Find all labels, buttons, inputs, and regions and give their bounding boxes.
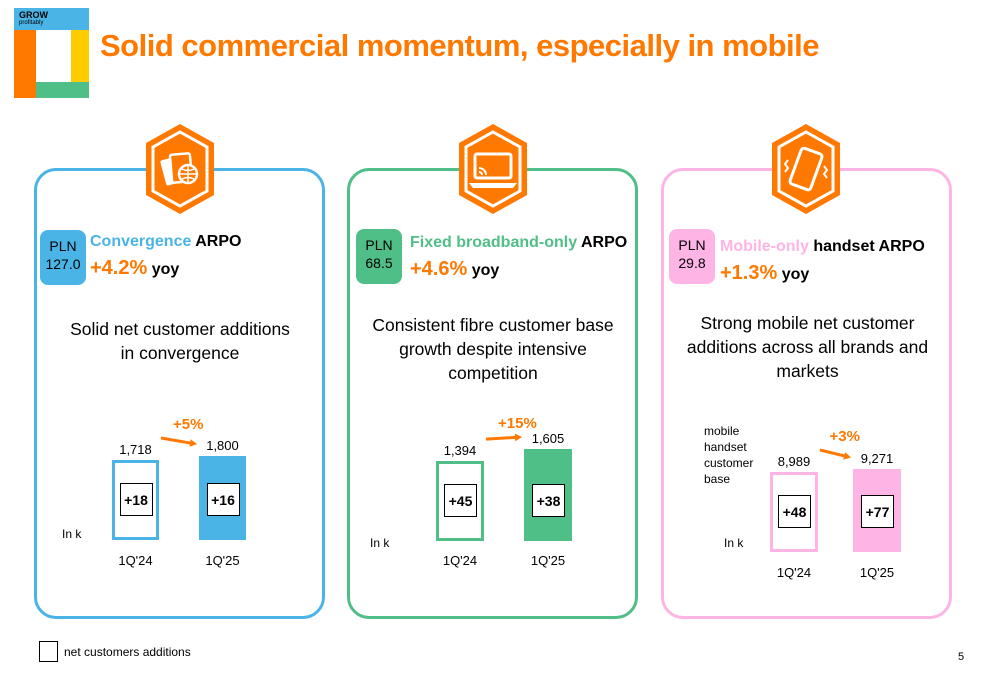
growth-label-2: +3% [829, 428, 860, 445]
bar-value-label-1-1: 1,605 [531, 430, 565, 446]
broadband-description: Consistent fibre customer base growth de… [372, 315, 614, 383]
category-label-1-1: 1Q'25 [530, 553, 566, 568]
broadband-arpo-title: Fixed broadband-only ARPO [410, 234, 628, 251]
mobile-base-label: mobile handset customer base [704, 424, 754, 486]
legend-label: net customers additions [64, 645, 191, 659]
category-label-1-0: 1Q'24 [442, 553, 478, 568]
bar-value-label-0-1: 1,800 [206, 438, 239, 454]
mobile-arpo-title: Mobile-only handset ARPO [720, 238, 925, 255]
bar-value-label-0-0: 1,718 [119, 442, 152, 457]
convergence-arpo-title: Convergence ARPO [90, 233, 242, 250]
net-additions-box-0-1: +16 [206, 483, 240, 516]
net-additions-box-2-1: +77 [861, 495, 894, 528]
category-label-2-0: 1Q'24 [776, 565, 812, 580]
broadband-arpo-badge: PLN 68.5 [356, 229, 402, 284]
growth-label-0: +5% [173, 416, 204, 433]
category-label-2-1: 1Q'25 [859, 565, 895, 580]
broadband-arpo-growth: +4.6% yoy [410, 258, 500, 280]
convergence-unit-label: In k [62, 527, 82, 541]
grow-profitably-logo: GROW profitably [14, 8, 89, 98]
cards-globe-icon [146, 124, 214, 214]
net-additions-box-1-1: +38 [532, 484, 565, 517]
legend-swatch [39, 641, 58, 662]
page-title: Solid commercial momentum, especially in… [100, 28, 820, 63]
logo-line1: GROW [19, 10, 48, 20]
category-label-0-0: 1Q'24 [118, 553, 153, 568]
bar-value-label-1-0: 1,394 [443, 443, 477, 458]
broadband-unit-label: In k [370, 536, 390, 550]
growth-arrow-1 [485, 433, 522, 442]
net-additions-box-0-0: +18 [119, 483, 153, 516]
net-additions-box-2-0: +48 [778, 495, 811, 528]
page-number: 5 [958, 651, 965, 663]
mobile-arpo-growth: +1.3% yoy [720, 262, 810, 284]
bar-value-label-2-1: 9,271 [860, 451, 894, 467]
mobile-unit-label: In k [724, 536, 744, 550]
mobile-arpo-badge: PLN 29.8 [669, 229, 715, 284]
category-label-0-1: 1Q'25 [205, 553, 240, 568]
convergence-arpo-growth: +4.2% yoy [90, 257, 180, 279]
growth-label-1: +15% [498, 414, 537, 432]
net-additions-box-1-0: +45 [444, 484, 477, 517]
logo-line2: profitably [19, 20, 44, 26]
laptop-wifi-icon [459, 124, 527, 214]
convergence-description: Solid net customer additions in converge… [70, 319, 290, 363]
mobile-description: Strong mobile net customer additions acr… [686, 313, 929, 381]
convergence-arpo-badge: PLN 127.0 [40, 230, 86, 285]
growth-arrow-2 [819, 448, 851, 460]
bar-value-label-2-0: 8,989 [777, 454, 811, 469]
growth-arrow-0 [160, 436, 197, 447]
smartphone-vibrate-icon [772, 124, 840, 214]
